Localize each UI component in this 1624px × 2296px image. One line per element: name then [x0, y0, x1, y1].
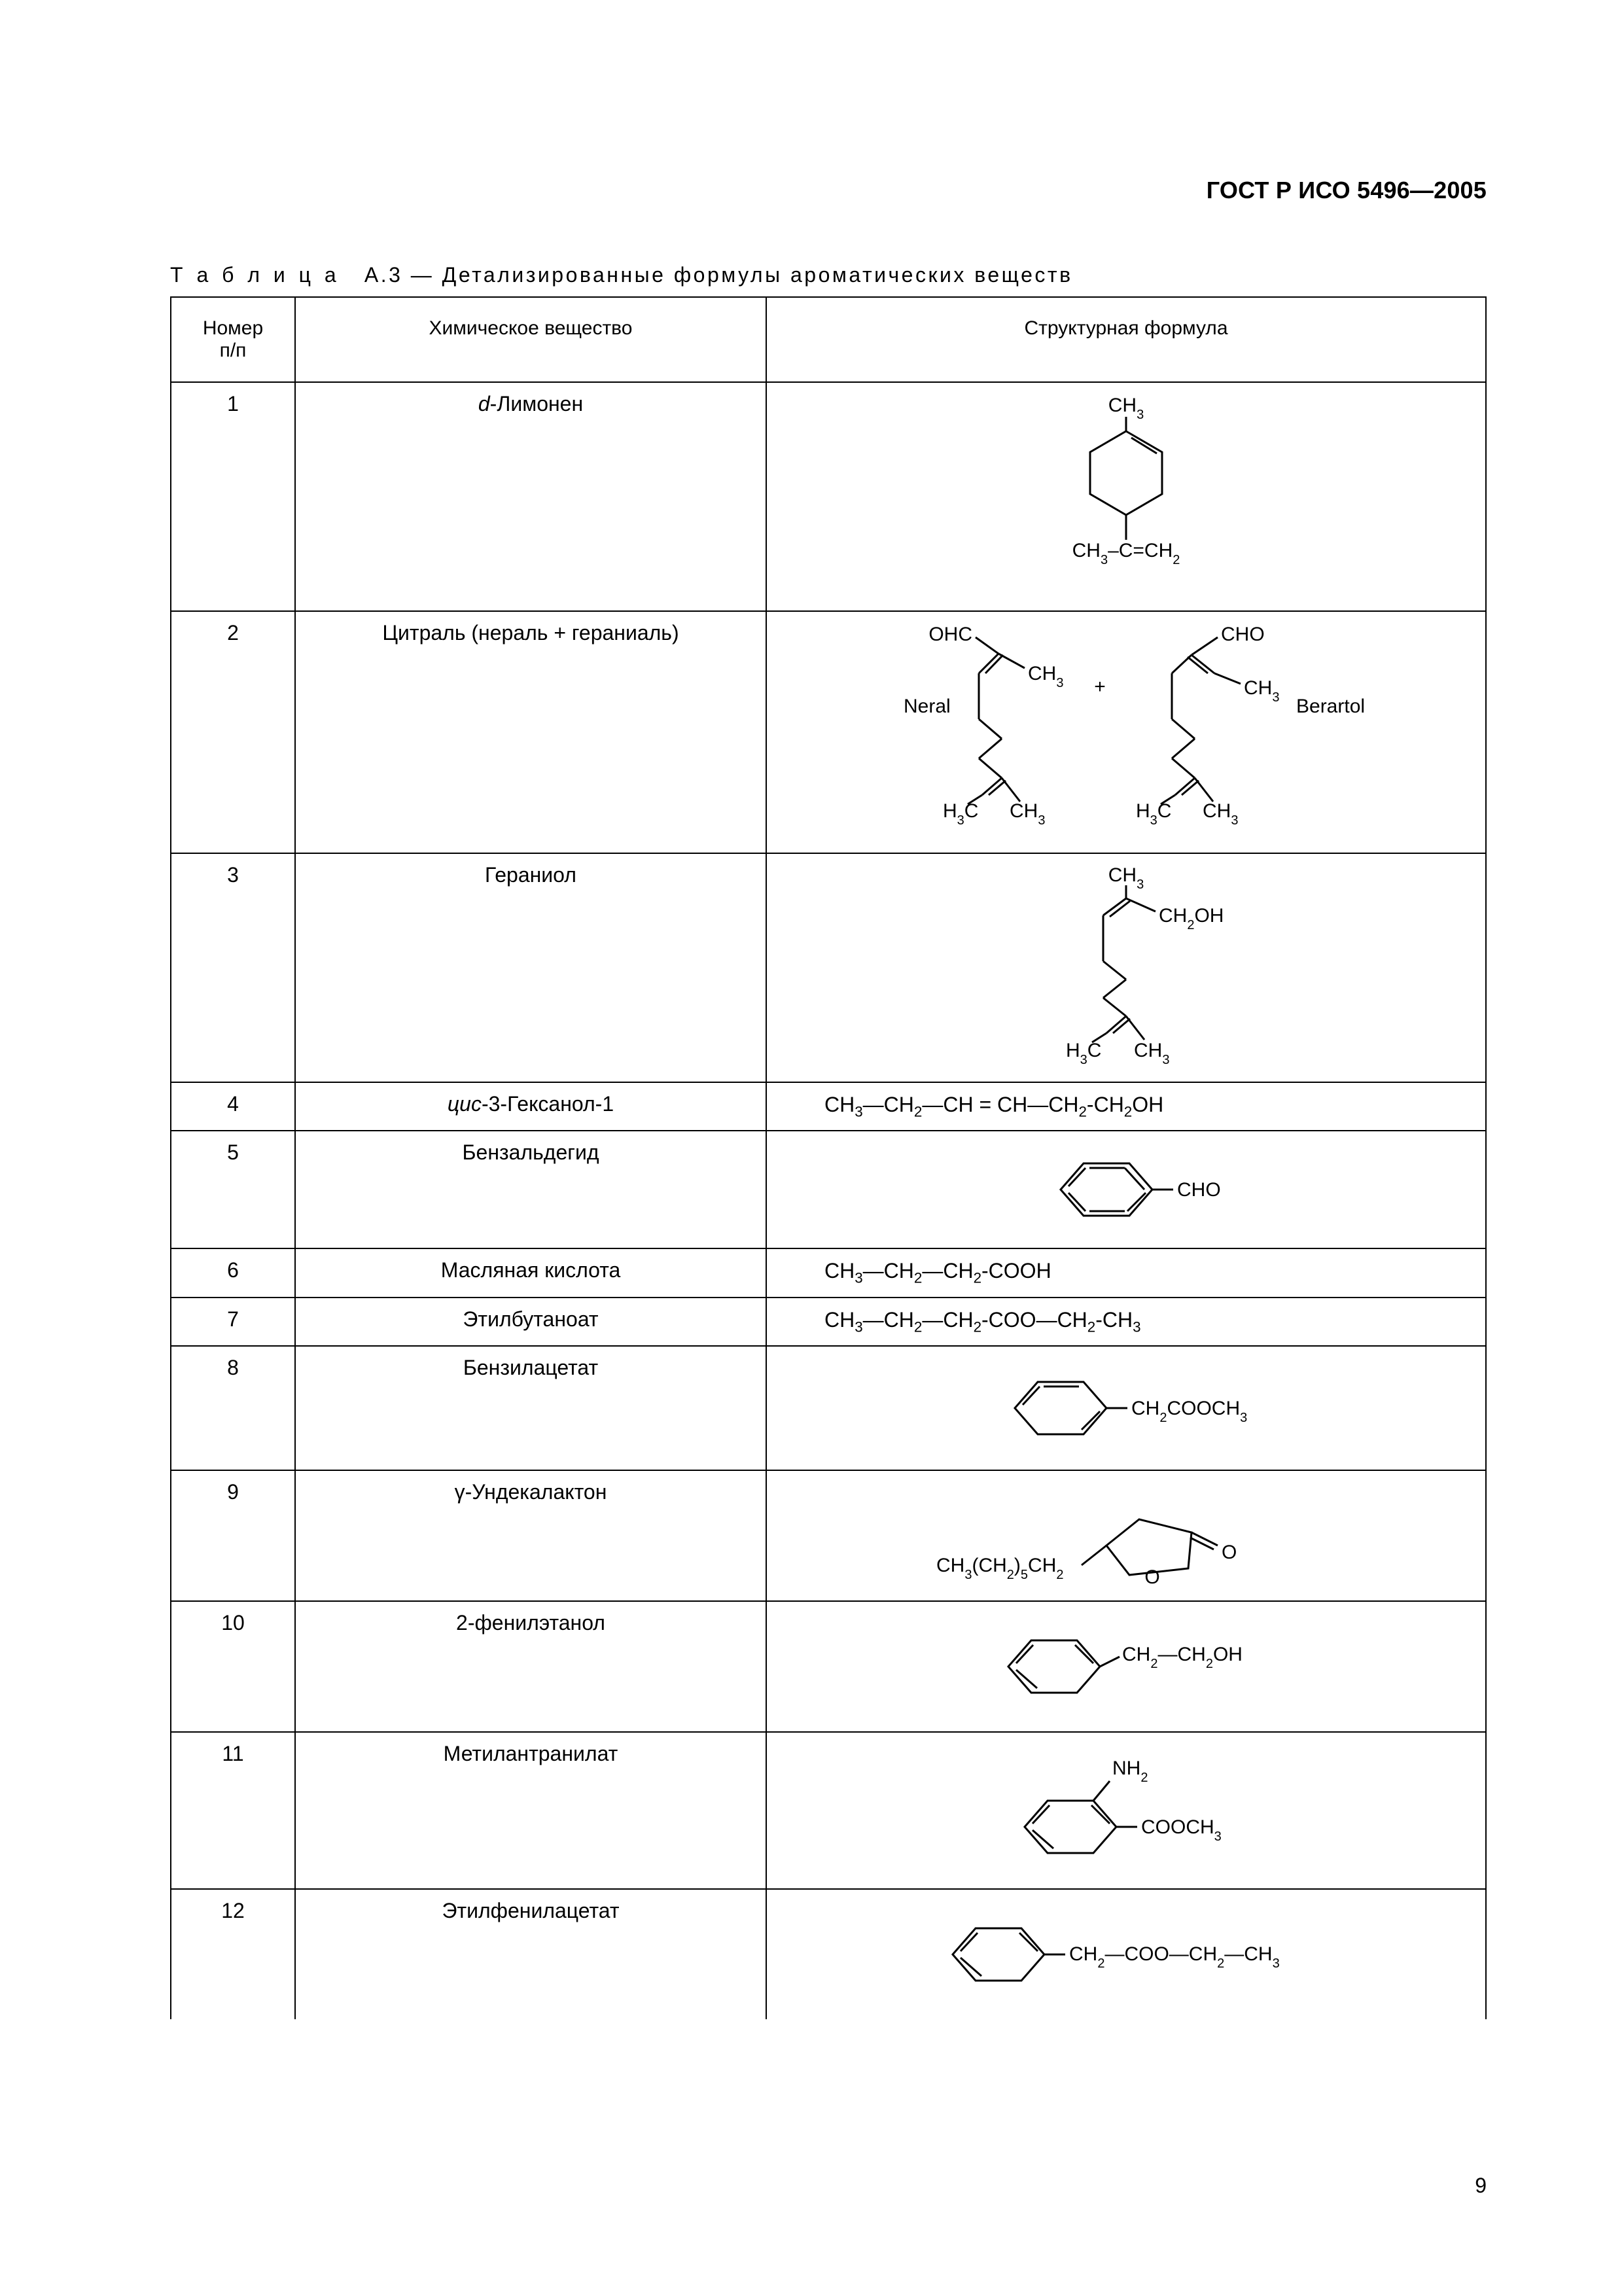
- table-row: 2 Цитраль (нераль + гераниаль) OHC CH3: [171, 611, 1486, 853]
- page-number: 9: [1475, 2174, 1487, 2198]
- row-name: Бензальдегид: [295, 1131, 766, 1248]
- svg-text:CH2—COO—CH2—CH3: CH2—COO—CH2—CH3: [1069, 1943, 1280, 1971]
- row-number: 6: [171, 1248, 295, 1297]
- svg-text:CH3: CH3: [1203, 800, 1238, 828]
- svg-text:CH2—CH2OH: CH2—CH2OH: [1122, 1644, 1243, 1671]
- row-structure: CH3—CH2—CH2-COO—CH2-CH3: [766, 1298, 1486, 1346]
- row-number: 11: [171, 1732, 295, 1889]
- row-number: 8: [171, 1346, 295, 1470]
- caption-separator: —: [411, 263, 434, 287]
- svg-text:COOCH3: COOCH3: [1141, 1816, 1222, 1844]
- svg-text:+: +: [1094, 676, 1106, 698]
- svg-text:O: O: [1144, 1566, 1159, 1588]
- document-page: ГОСТ Р ИСО 5496—2005 Т а б л и ц а A.3 —…: [0, 0, 1624, 2296]
- svg-text:Berartol: Berartol: [1296, 696, 1365, 717]
- table-row: 8 Бензилацетат CH2COOCH3: [171, 1346, 1486, 1470]
- geraniol-structure-icon: CH3 CH2OH: [1002, 863, 1250, 1072]
- row-structure: CH2—CH2OH: [766, 1601, 1486, 1732]
- table-row: 5 Бензальдегид: [171, 1131, 1486, 1248]
- caption-title: Детализированные формулы ароматических в…: [442, 263, 1073, 287]
- row-structure: CH3 CH2OH: [766, 853, 1486, 1082]
- row-name: γ-Ундекалактон: [295, 1470, 766, 1601]
- benzyl-acetate-structure-icon: CH2COOCH3: [962, 1356, 1290, 1460]
- row-number: 12: [171, 1889, 295, 2019]
- table-row: 6 Масляная кислота CH3—CH2—CH2-COOH: [171, 1248, 1486, 1297]
- row-number: 7: [171, 1298, 295, 1346]
- limonene-structure-icon: CH3 CH3–C=CH2: [1028, 392, 1224, 601]
- svg-text:O: O: [1222, 1542, 1237, 1563]
- row-structure: CH3—CH2—CH2-COOH: [766, 1248, 1486, 1297]
- svg-text:H3C: H3C: [943, 800, 978, 828]
- row-name: Метилантранилат: [295, 1732, 766, 1889]
- table-row: 3 Гераниол CH3 CH2OH: [171, 853, 1486, 1082]
- row-name: Масляная кислота: [295, 1248, 766, 1297]
- table-caption: Т а б л и ц а A.3 — Детализированные фор…: [170, 263, 1487, 287]
- row-structure: CH3(CH2)5CH2 O O: [766, 1470, 1486, 1601]
- col-header-name: Химическое вещество: [295, 297, 766, 382]
- formulas-table: Номер п/п Химическое вещество Структурна…: [170, 296, 1487, 2019]
- table-row: 10 2-фенилэтанол CH2—CH2OH: [171, 1601, 1486, 1732]
- row-structure: OHC CH3: [766, 611, 1486, 853]
- svg-text:H3C: H3C: [1136, 800, 1171, 828]
- table-row: 7 Этилбутаноат CH3—CH2—CH2-COO—CH2-CH3: [171, 1298, 1486, 1346]
- phenylethanol-structure-icon: CH2—CH2OH: [962, 1611, 1290, 1722]
- row-structure: CH2COOCH3: [766, 1346, 1486, 1470]
- table-row: 4 цис-3-Гексанол-1 CH3—CH2—CH = CH—CH2-C…: [171, 1082, 1486, 1131]
- row-number: 3: [171, 853, 295, 1082]
- svg-text:CHO: CHO: [1221, 624, 1265, 645]
- row-name: d-Лимонен: [295, 382, 766, 611]
- caption-label: Т а б л и ц а: [170, 263, 340, 287]
- row-name: Этилбутаноат: [295, 1298, 766, 1346]
- row-number: 1: [171, 382, 295, 611]
- methyl-anthranilate-structure-icon: NH2 COOCH3: [979, 1742, 1273, 1879]
- row-name: цис-3-Гексанол-1: [295, 1082, 766, 1131]
- row-number: 2: [171, 611, 295, 853]
- col-header-struct: Структурная формула: [766, 297, 1486, 382]
- svg-text:CH3: CH3: [1244, 677, 1279, 705]
- svg-text:CH2COOCH3: CH2COOCH3: [1131, 1398, 1247, 1425]
- ethyl-phenylacetate-structure-icon: CH2—COO—CH2—CH3: [913, 1899, 1339, 2010]
- row-number: 9: [171, 1470, 295, 1601]
- row-name: Этилфенилацетат: [295, 1889, 766, 2019]
- row-structure: CHO: [766, 1131, 1486, 1248]
- svg-text:Neral: Neral: [904, 696, 951, 717]
- col-header-num: Номер п/п: [171, 297, 295, 382]
- svg-text:H3C: H3C: [1066, 1040, 1101, 1067]
- table-header-row: Номер п/п Химическое вещество Структурна…: [171, 297, 1486, 382]
- row-structure: CH3 CH3–C=CH2: [766, 382, 1486, 611]
- row-name: Гераниол: [295, 853, 766, 1082]
- table-row: 1 d-Лимонен CH3: [171, 382, 1486, 611]
- row-number: 4: [171, 1082, 295, 1131]
- svg-text:OHC: OHC: [928, 624, 972, 645]
- svg-text:NH2: NH2: [1112, 1757, 1148, 1785]
- svg-text:CH3: CH3: [1010, 800, 1045, 828]
- row-number: 10: [171, 1601, 295, 1732]
- svg-text:CH3–C=CH2: CH3–C=CH2: [1072, 540, 1180, 567]
- caption-number: A.3: [364, 263, 403, 287]
- svg-text:CH3(CH2)5CH2: CH3(CH2)5CH2: [936, 1555, 1064, 1582]
- standard-code-header: ГОСТ Р ИСО 5496—2005: [170, 177, 1487, 204]
- table-row: 9 γ-Ундекалактон CH3(CH2)5CH2 O: [171, 1470, 1486, 1601]
- table-row: 12 Этилфенилацетат CH2—COO—CH2—CH3: [171, 1889, 1486, 2019]
- svg-text:CH3: CH3: [1134, 1040, 1169, 1067]
- benzaldehyde-structure-icon: CHO: [1008, 1140, 1244, 1239]
- row-name: Цитраль (нераль + гераниаль): [295, 611, 766, 853]
- row-structure: CH2—COO—CH2—CH3: [766, 1889, 1486, 2019]
- row-name: Бензилацетат: [295, 1346, 766, 1470]
- citral-structure-icon: OHC CH3: [858, 621, 1394, 843]
- svg-text:CHO: CHO: [1177, 1179, 1221, 1201]
- row-number: 5: [171, 1131, 295, 1248]
- undecalactone-structure-icon: CH3(CH2)5CH2 O O: [930, 1480, 1322, 1591]
- row-name: 2-фенилэтанол: [295, 1601, 766, 1732]
- table-row: 11 Метилантранилат NH2: [171, 1732, 1486, 1889]
- svg-text:CH2OH: CH2OH: [1159, 905, 1224, 932]
- row-structure: NH2 COOCH3: [766, 1732, 1486, 1889]
- svg-text:CH3: CH3: [1028, 663, 1063, 690]
- row-structure: CH3—CH2—CH = CH—CH2-CH2OH: [766, 1082, 1486, 1131]
